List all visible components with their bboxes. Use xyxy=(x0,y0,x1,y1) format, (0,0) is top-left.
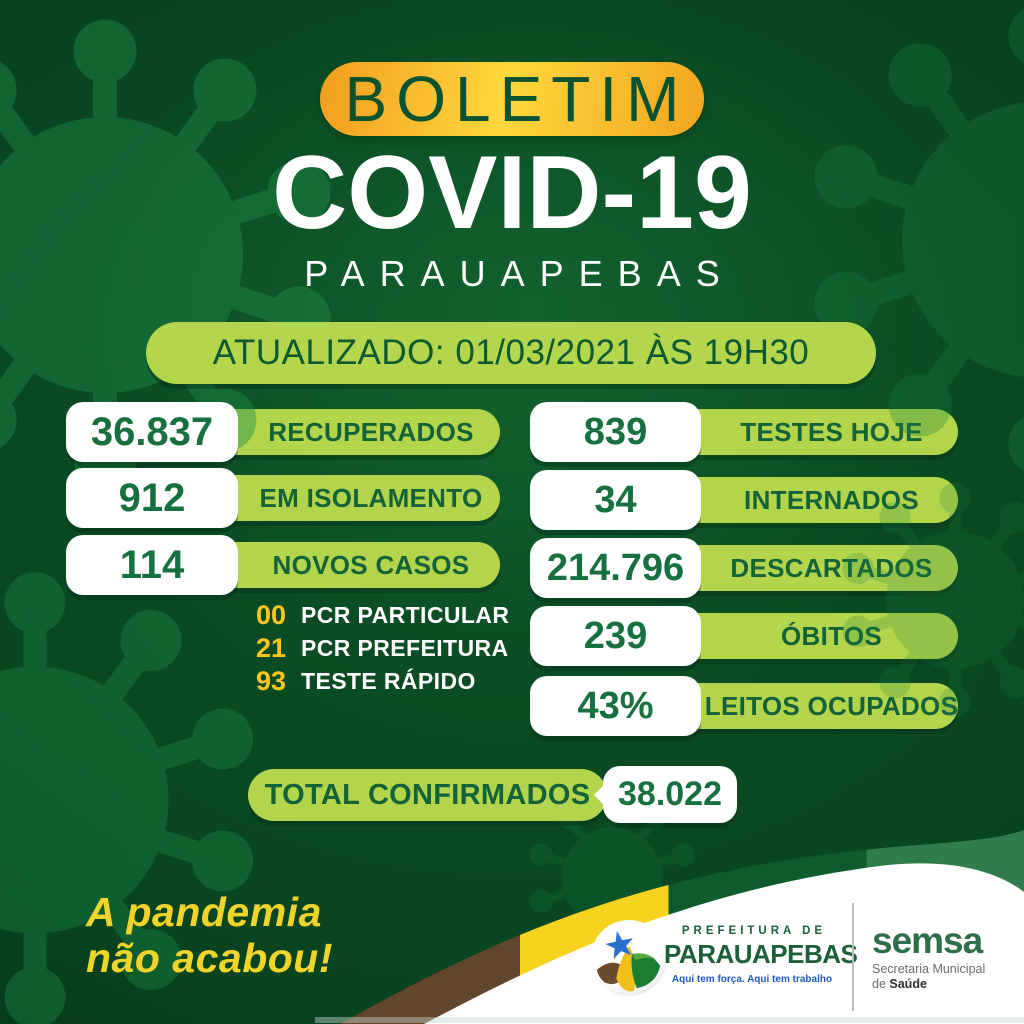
stat-label: NOVOS CASOS xyxy=(272,549,470,580)
semsa-line1: Secretaria Municipal xyxy=(872,962,986,977)
breakdown-label: PCR PREFEITURA xyxy=(301,635,509,661)
new-cases-breakdown: 00 PCR PARTICULAR 21 PCR PREFEITURA 93 T… xyxy=(238,599,509,698)
stat-value: 36.837 xyxy=(66,402,238,462)
prefeitura-name: PARAUAPEBAS xyxy=(664,939,858,969)
updated-pill: ATUALIZADO: 01/03/2021 ÀS 19H30 xyxy=(146,322,876,384)
stat-row-leitos-ocupados: LEITOS OCUPADOS 43% xyxy=(530,676,958,736)
stat-row-novos-casos: NOVOS CASOS 114 xyxy=(66,535,500,595)
breakdown-label: PCR PARTICULAR xyxy=(301,602,510,628)
stat-row-descartados: DESCARTADOS 214.796 xyxy=(530,538,958,598)
star-icon xyxy=(605,930,633,960)
stat-value: 214.796 xyxy=(530,538,701,598)
stat-label: TESTES HOJE xyxy=(740,416,923,447)
prefeitura-logo-icon xyxy=(590,919,668,997)
breakdown-label: TESTE RÁPIDO xyxy=(301,668,476,694)
semsa-line2-bold: Saúde xyxy=(889,977,927,992)
prefeitura-top-line: PREFEITURA DE xyxy=(681,925,827,937)
semsa-logo: semsa Secretaria Municipal de Saúde xyxy=(872,920,1012,992)
page-subtitle: PARAUAPEBAS xyxy=(304,253,735,294)
breakdown-row-pcr-prefeitura: 21 PCR PREFEITURA xyxy=(238,632,509,665)
stat-row-obitos: ÓBITOS 239 xyxy=(530,606,958,666)
breakdown-row-teste-rapido: 93 TESTE RÁPIDO xyxy=(238,665,509,698)
stat-value: 43% xyxy=(530,676,701,736)
breakdown-value: 21 xyxy=(255,633,286,663)
stat-row-testes-hoje: TESTES HOJE 839 xyxy=(530,402,958,462)
pandemic-message: A pandemia não acabou! xyxy=(86,889,333,982)
stat-value: 114 xyxy=(66,535,238,595)
pandemic-message-line1: A pandemia xyxy=(86,889,322,935)
boletim-badge-label: BOLETIM xyxy=(344,63,689,135)
total-confirmed-row: TOTAL CONFIRMADOS 38.022 xyxy=(248,766,740,824)
semsa-name: semsa xyxy=(872,920,983,961)
boletim-badge: BOLETIM xyxy=(320,62,704,136)
total-label-pill: TOTAL CONFIRMADOS xyxy=(248,769,607,821)
stat-value: 239 xyxy=(530,606,701,666)
stat-row-recuperados: RECUPERADOS 36.837 xyxy=(66,402,500,462)
stat-label: RECUPERADOS xyxy=(268,416,474,447)
stat-value: 912 xyxy=(66,468,238,528)
breakdown-row-pcr-particular: 00 PCR PARTICULAR xyxy=(238,599,509,632)
stat-label: EM ISOLAMENTO xyxy=(259,482,483,513)
semsa-line2-prefix: de xyxy=(872,977,890,992)
page-title: COVID-19 xyxy=(272,135,752,251)
pandemic-message-line2: não acabou! xyxy=(86,934,333,981)
virus-icon xyxy=(838,482,1024,718)
stat-value: 34 xyxy=(530,470,701,530)
stat-row-isolamento: EM ISOLAMENTO 912 xyxy=(66,468,500,528)
breakdown-value: 93 xyxy=(255,666,286,696)
breakdown-value: 00 xyxy=(255,600,286,630)
logo-divider xyxy=(852,903,854,1011)
stat-row-internados: INTERNADOS 34 xyxy=(530,470,958,530)
stat-value: 839 xyxy=(530,402,701,462)
footer-white-wave xyxy=(424,863,1024,1024)
prefeitura-tagline: Aqui tem força. Aqui tem trabalho xyxy=(671,974,833,985)
total-label: TOTAL CONFIRMADOS xyxy=(264,778,591,811)
prefeitura-logo-text: PREFEITURA DE PARAUAPEBAS Aqui tem força… xyxy=(664,925,858,985)
semsa-line2: de Saúde xyxy=(872,977,1012,991)
total-value-box: 38.022 xyxy=(603,766,737,823)
stat-label: LEITOS OCUPADOS xyxy=(704,690,959,721)
updated-text: ATUALIZADO: 01/03/2021 ÀS 19H30 xyxy=(212,333,810,372)
